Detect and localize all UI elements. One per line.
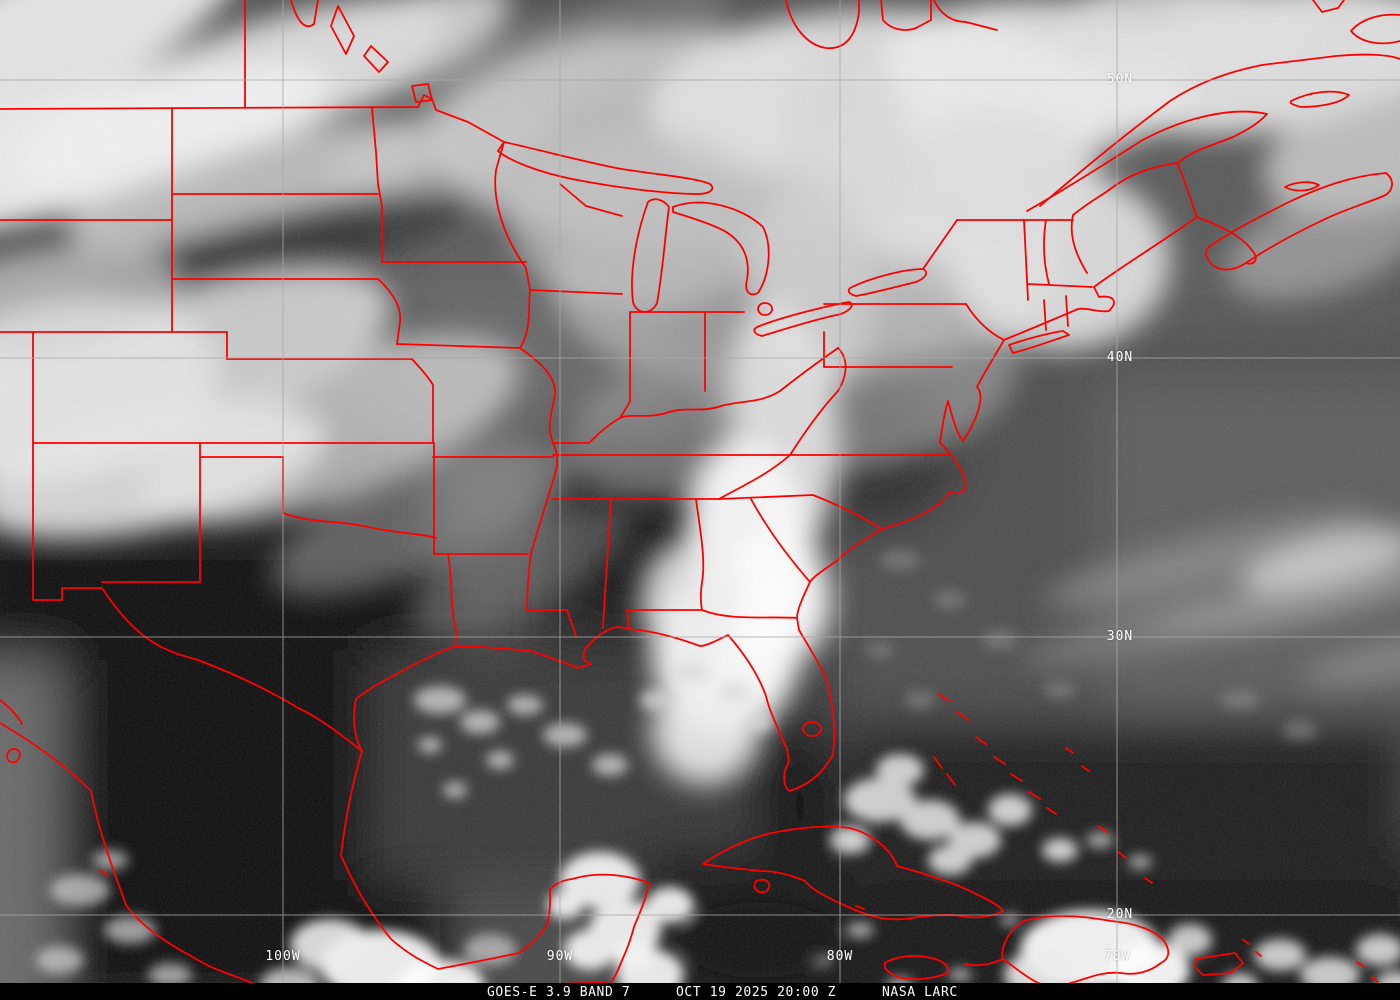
product-label: GOES-E 3.9 BAND 7	[487, 985, 631, 1000]
lon-label-90w: 90W	[546, 949, 574, 964]
lon-label-80w: 80W	[826, 949, 854, 964]
lat-label-20n: 20N	[1106, 907, 1134, 922]
lat-label-50n: 50N	[1106, 72, 1134, 87]
timestamp-label: OCT 19 2025 20:00 Z	[676, 985, 837, 1000]
credit-label: NASA LARC	[882, 985, 958, 1000]
lon-label-100w: 100W	[265, 949, 301, 964]
lon-label-70w: 70W	[1103, 949, 1131, 964]
caption-bar: GOES-E 3.9 BAND 7 OCT 19 2025 20:00 Z NA…	[0, 983, 1400, 1000]
lat-label-40n: 40N	[1106, 350, 1134, 365]
lat-label-30n: 30N	[1106, 629, 1134, 644]
